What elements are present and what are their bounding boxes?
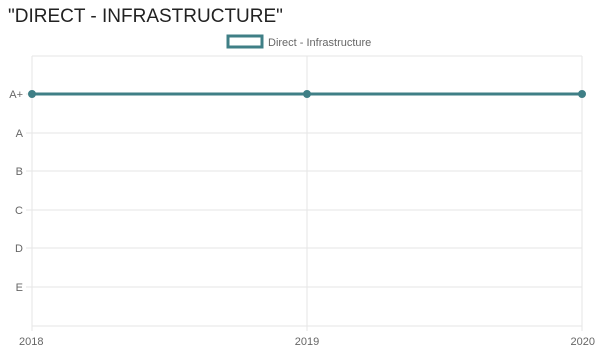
y-tick-label: B: [16, 166, 23, 178]
data-point[interactable]: [578, 90, 586, 98]
data-point[interactable]: [28, 90, 36, 98]
y-tick-label: E: [16, 282, 23, 294]
y-tick-label: A+: [9, 89, 23, 101]
page-title: "DIRECT - INFRASTRUCTURE": [8, 6, 283, 27]
x-tick-label: 2019: [295, 336, 319, 348]
series-direct-infrastructure: [28, 90, 586, 98]
y-tick-label: C: [15, 205, 23, 217]
legend-swatch: [226, 34, 264, 49]
y-axis: A+ A B C D E: [9, 89, 23, 294]
x-tick-label: 2020: [571, 336, 595, 348]
legend[interactable]: Direct - Infrastructure: [226, 34, 371, 49]
x-tick-label: 2018: [19, 336, 43, 348]
data-point[interactable]: [303, 90, 311, 98]
legend-label: Direct - Infrastructure: [268, 37, 371, 49]
y-tick-label: A: [16, 128, 24, 140]
y-tick-label: D: [15, 243, 23, 255]
x-axis: 2018 2019 2020: [19, 336, 595, 348]
chart-grid: [26, 55, 583, 331]
